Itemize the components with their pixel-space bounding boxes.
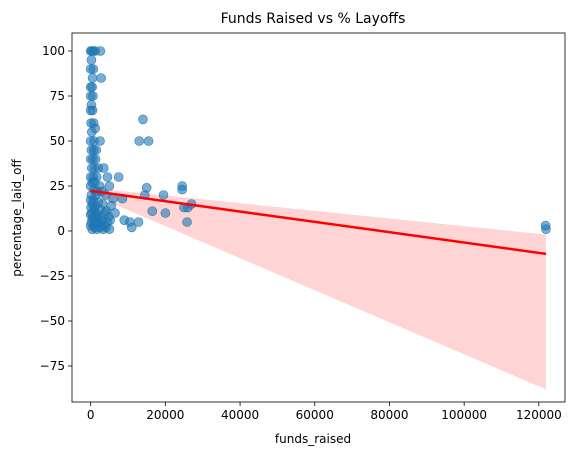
plot-frame xyxy=(71,32,566,403)
scatter-point xyxy=(134,136,145,146)
scatter-point xyxy=(86,127,97,137)
y-tick-label: −50 xyxy=(40,314,65,328)
scatter-point xyxy=(104,181,115,191)
scatter-point xyxy=(95,46,106,56)
regression-line xyxy=(90,189,547,256)
scatter-point xyxy=(88,64,99,74)
x-tick-label: 120000 xyxy=(516,408,562,422)
scatter-point xyxy=(102,172,113,182)
y-tick-label: 25 xyxy=(50,179,65,193)
scatter-point xyxy=(141,183,152,193)
scatter-point xyxy=(87,82,97,92)
scatter-point xyxy=(98,163,109,173)
scatter-point xyxy=(147,206,158,216)
scatter-point xyxy=(86,55,97,65)
confidence-band xyxy=(90,187,546,390)
scatter-point xyxy=(541,224,551,234)
scatter-point xyxy=(91,145,102,155)
x-tick-label: 40000 xyxy=(221,408,259,422)
y-tick-label: −75 xyxy=(40,359,65,373)
x-tick-label: 60000 xyxy=(296,408,334,422)
scatter-point xyxy=(133,217,144,227)
scatter-point xyxy=(126,222,137,233)
scatter-point xyxy=(182,217,192,227)
x-tick-label: 20000 xyxy=(146,408,184,422)
scatter-point xyxy=(87,73,98,83)
scatter-point xyxy=(87,105,98,116)
scatter-point xyxy=(160,208,171,218)
x-tick-label: 0 xyxy=(87,408,95,422)
scatter-point xyxy=(113,172,124,182)
scatter-point xyxy=(90,154,101,164)
scatter-point xyxy=(143,136,154,146)
regression-line-layer xyxy=(90,189,547,256)
x-axis-label: funds_raised xyxy=(275,432,351,446)
scatter-points-layer xyxy=(85,46,551,234)
scatter-point xyxy=(104,224,115,234)
scatter-point xyxy=(96,73,106,83)
axes-layer: 0 20000 40000 60000 80000 100000 120000 −75 −50 −… xyxy=(40,32,566,422)
scatter-point xyxy=(158,190,169,200)
y-tick-label: −25 xyxy=(40,269,65,283)
scatter-point xyxy=(88,91,98,101)
y-tick-label: 100 xyxy=(42,44,65,58)
scatter-point xyxy=(138,114,148,125)
scatter-point xyxy=(95,136,105,146)
chart-title: Funds Raised vs % Layoffs xyxy=(221,11,406,27)
y-tick-label: 0 xyxy=(57,224,65,238)
scatter-point xyxy=(177,184,187,195)
confidence-band-layer xyxy=(90,187,546,390)
x-tick-label: 100000 xyxy=(441,408,487,422)
y-tick-label: 50 xyxy=(50,134,65,148)
y-axis-label: percentage_laid_off xyxy=(10,158,24,276)
x-tick-label: 80000 xyxy=(370,408,408,422)
y-tick-label: 75 xyxy=(50,89,65,103)
